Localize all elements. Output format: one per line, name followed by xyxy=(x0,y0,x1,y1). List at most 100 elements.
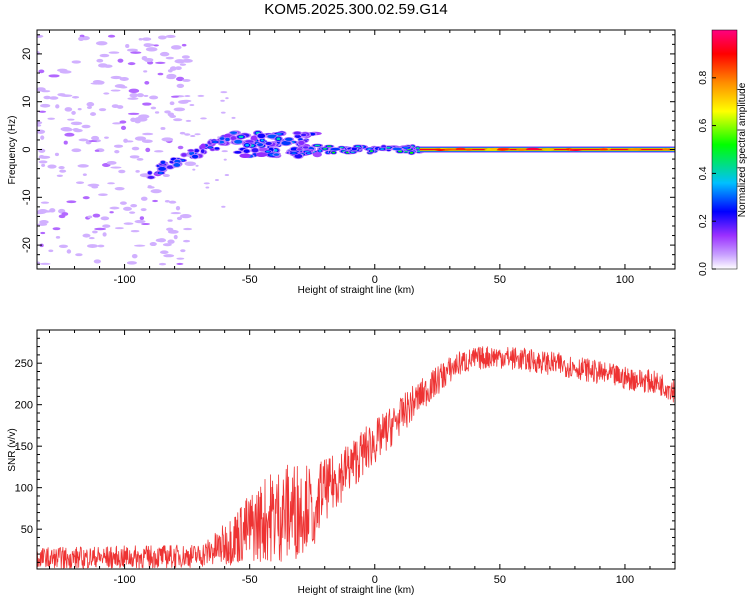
spectral-blob xyxy=(150,106,157,110)
spectral-blob xyxy=(200,143,206,149)
spectral-blob xyxy=(176,216,182,221)
spectral-blob xyxy=(184,95,191,98)
spectral-blob xyxy=(40,90,51,93)
snr-axes: -100 -50 0 50 100 50 100 150 200 250 xyxy=(15,329,676,586)
spectral-blob xyxy=(110,89,121,92)
spectral-blob xyxy=(170,95,180,98)
spectral-blob xyxy=(150,189,162,194)
snr-xtick-label: -100 xyxy=(114,574,136,586)
spectral-blob xyxy=(176,76,185,82)
spectral-blob xyxy=(82,196,90,200)
spectral-blob xyxy=(160,160,166,164)
spectral-blob xyxy=(37,261,41,265)
snr-xtick-label: -50 xyxy=(242,574,258,586)
spectral-blob xyxy=(78,36,85,42)
snr-ylabel: SNR (v/v) xyxy=(7,428,18,471)
spectral-blob xyxy=(173,118,183,122)
spectral-blob xyxy=(176,262,184,265)
spectral-blob xyxy=(92,79,103,84)
spectral-blob xyxy=(245,140,254,143)
spectral-blob xyxy=(157,238,166,243)
spectral-blob xyxy=(75,181,85,185)
spectral-blob xyxy=(61,212,69,216)
spectral-blob xyxy=(81,124,91,129)
spectral-blob xyxy=(157,35,167,40)
spectral-blob xyxy=(177,145,184,150)
spectral-blob xyxy=(41,163,46,167)
snr-xlabel: Height of straight line (km) xyxy=(298,585,415,596)
spectral-blob xyxy=(167,69,173,73)
spectral-blob xyxy=(55,236,61,239)
spectral-blob xyxy=(127,62,136,66)
spectral-blob xyxy=(98,63,108,68)
spectral-blob xyxy=(129,93,139,98)
spectral-blob xyxy=(91,135,100,141)
spectral-blob xyxy=(143,70,148,73)
spectral-blob xyxy=(184,133,191,136)
spectral-blob xyxy=(38,155,51,159)
spectral-blob xyxy=(117,58,124,63)
spectral-blob xyxy=(162,174,170,178)
spectral-blob xyxy=(98,193,108,196)
spectral-blob xyxy=(221,150,229,153)
colorbar-tick-label: 0.8 xyxy=(698,70,709,84)
spectral-blob xyxy=(178,100,189,104)
spectral-blob xyxy=(245,143,250,147)
spectral-blob xyxy=(141,37,152,41)
spectral-blob xyxy=(149,95,159,100)
spectral-blob xyxy=(93,259,102,264)
spectral-blob xyxy=(257,143,264,147)
spectral-blob xyxy=(219,137,225,140)
spectral-blob xyxy=(369,150,374,153)
spectral-blob xyxy=(147,175,155,179)
spectral-blob xyxy=(165,56,174,60)
spectral-blob xyxy=(276,133,282,135)
spectral-blob xyxy=(90,112,97,116)
spectral-blob xyxy=(49,208,56,213)
spectral-blob xyxy=(131,253,138,259)
spectral-blob xyxy=(197,94,205,97)
spectral-blob xyxy=(143,43,153,48)
spectral-blob xyxy=(104,136,109,139)
snr-frame xyxy=(36,329,676,570)
spectral-blob xyxy=(169,101,175,106)
spectral-blob xyxy=(38,160,48,164)
spectral-blob xyxy=(71,148,82,153)
spectral-blob xyxy=(96,58,104,63)
spectral-blob xyxy=(135,170,140,173)
spectral-blob xyxy=(126,48,139,52)
spectral-blob xyxy=(180,249,186,253)
spectral-blob xyxy=(330,147,341,151)
spectral-blob xyxy=(110,75,122,80)
spectral-blob xyxy=(297,148,302,151)
spectrogram-ytick-label: 20 xyxy=(21,48,33,60)
spectral-blob xyxy=(176,257,185,260)
spectral-blob xyxy=(143,94,149,97)
spectral-blob xyxy=(103,92,110,95)
spectral-blob xyxy=(173,163,181,167)
spectral-blob xyxy=(155,61,166,64)
spectral-blob xyxy=(99,53,110,58)
spectral-blob xyxy=(306,152,311,154)
spectral-blob xyxy=(163,254,175,258)
spectral-blob xyxy=(409,151,414,154)
spectral-blob xyxy=(92,213,101,218)
snr-panel: -100 -50 0 50 100 50 100 150 200 250 Height of st… xyxy=(7,329,676,596)
spectral-blob xyxy=(223,158,227,161)
stable-line-fluctuation xyxy=(627,148,642,151)
spectral-blob xyxy=(164,200,170,203)
spectral-blob xyxy=(140,208,147,212)
spectral-blob xyxy=(188,149,194,152)
spectral-blob xyxy=(88,140,98,143)
spectral-blob xyxy=(303,146,309,149)
spectral-blob xyxy=(214,179,219,182)
snr-xtick-label: 100 xyxy=(616,574,634,586)
spectrogram-ytick-label: -10 xyxy=(21,189,33,205)
colorbar-gradient xyxy=(711,29,738,270)
stable-line-fluctuation xyxy=(455,147,466,150)
stable-line-fluctuation xyxy=(496,148,509,151)
spectral-blob xyxy=(157,72,164,76)
spectral-blob xyxy=(164,110,171,114)
spectrogram-ytick-label: 0 xyxy=(21,146,33,152)
